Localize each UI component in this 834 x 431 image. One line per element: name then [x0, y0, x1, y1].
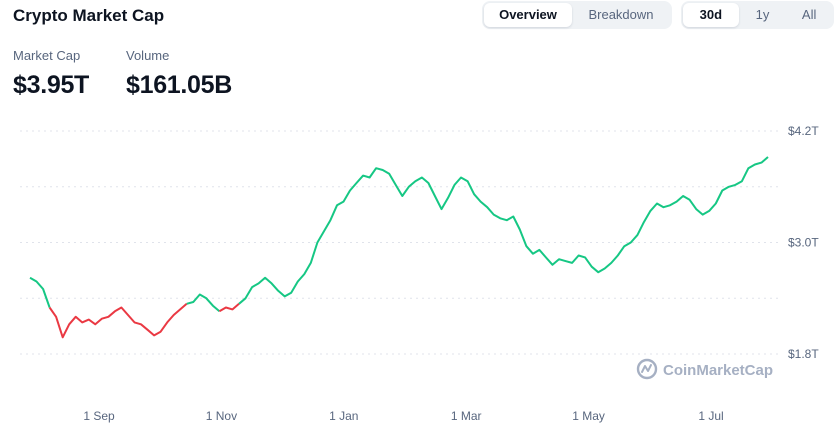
x-tick-label: 1 Jul: [698, 409, 723, 423]
chart-series: [29, 156, 769, 339]
tab-breakdown[interactable]: Breakdown: [588, 7, 654, 22]
y-tick-label: $4.2T: [788, 124, 819, 138]
market-cap-value: $3.95T: [13, 71, 90, 99]
series-line-up: [186, 293, 221, 313]
series-line-up: [238, 156, 769, 305]
watermark-text: CoinMarketCap: [663, 362, 773, 379]
range-30d-button[interactable]: 30d: [683, 3, 739, 27]
coinmarketcap-logo-icon: [636, 358, 658, 380]
x-tick-label: 1 Nov: [206, 409, 237, 423]
range-toggle: 30d 1y All: [681, 1, 834, 29]
series-line-down: [48, 303, 188, 339]
page-title: Crypto Market Cap: [13, 6, 165, 25]
watermark: CoinMarketCap: [636, 358, 773, 380]
market-cap-label: Market Cap: [13, 48, 81, 63]
y-tick-label: $1.8T: [788, 347, 819, 361]
series-line-down: [218, 303, 240, 313]
chart-gridlines: [20, 130, 778, 355]
x-tick-label: 1 Mar: [451, 409, 482, 423]
range-1y-button[interactable]: 1y: [755, 7, 770, 22]
y-tick-label: $3.0T: [788, 236, 819, 250]
volume-label: Volume: [126, 48, 170, 63]
x-tick-label: 1 May: [572, 409, 605, 423]
y-axis: $4.2T $3.0T $1.8T: [788, 124, 819, 361]
volume-value: $161.05B: [126, 71, 233, 99]
series-line-up: [29, 276, 51, 308]
x-axis: 1 Sep 1 Nov 1 Jan 1 Mar 1 May 1 Jul: [83, 409, 723, 423]
market-cap-stat: Market Cap $3.95T: [13, 48, 89, 100]
x-tick-label: 1 Sep: [83, 409, 115, 423]
range-all-button[interactable]: All: [801, 7, 817, 22]
view-toggle: Overview Breakdown: [482, 1, 672, 29]
volume-stat: Volume $161.05B: [126, 48, 232, 100]
x-tick-label: 1 Jan: [329, 409, 358, 423]
tab-overview[interactable]: Overview: [484, 3, 572, 27]
